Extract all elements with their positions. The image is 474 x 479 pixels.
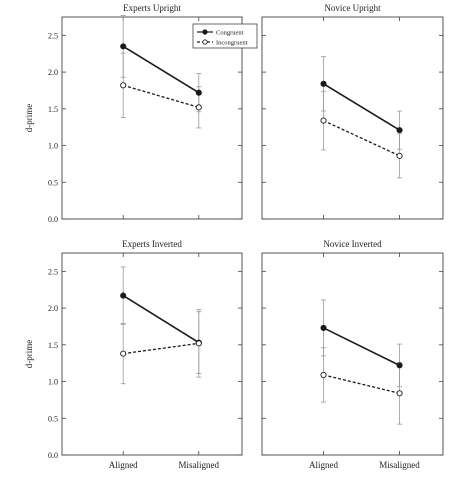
legend-marker [202, 39, 208, 45]
panel-2: Novice Upright [261, 3, 444, 220]
series-line-congruent [323, 327, 400, 367]
x-tick-label: Misaligned [179, 460, 220, 470]
panel-4: Novice Inverted Aligned Misaligned [261, 239, 444, 470]
data-point-congruent [396, 362, 403, 369]
y-tick-label: 1.0 [48, 142, 58, 151]
panel-1: Experts Upright 0.0 0.5 1.0 1.5 2.0 2.5 d-prime… [24, 3, 258, 224]
y-tick-label: 0.0 [48, 215, 58, 224]
y-tick-label: 2.5 [48, 31, 58, 40]
series-line-incongruent [323, 119, 400, 157]
data-point-incongruent [195, 104, 202, 111]
series-line-incongruent [123, 84, 199, 108]
y-tick-label: 2.0 [48, 68, 58, 77]
data-point-incongruent [195, 340, 202, 347]
y-tick-label: 0.5 [48, 414, 58, 423]
panel-title: Experts Upright [123, 3, 181, 13]
legend-label: Congruent [216, 30, 244, 37]
data-point-congruent [396, 127, 403, 134]
data-point-incongruent [396, 152, 403, 159]
y-tick-label: 0.5 [48, 178, 58, 187]
y-tick-label: 1.5 [48, 105, 58, 114]
data-point-congruent [120, 292, 127, 299]
y-axis-label: d-prime [24, 104, 34, 133]
y-tick-label: 0.0 [48, 451, 58, 460]
data-point-congruent [120, 43, 127, 50]
data-point-incongruent [320, 371, 327, 378]
series-line-congruent [323, 83, 400, 131]
panel-title: Experts Inverted [122, 239, 182, 249]
panel-frame [61, 16, 243, 220]
series-line-congruent [122, 45, 200, 94]
panel-frame [261, 252, 444, 456]
y-tick-label: 2.0 [48, 304, 58, 313]
legend: Congruent Incongruent [192, 23, 258, 49]
data-point-congruent [320, 324, 327, 331]
data-point-incongruent [120, 82, 127, 89]
panel-title: Novice Upright [324, 3, 381, 13]
y-tick-label: 1.5 [48, 341, 58, 350]
series-line-incongruent [123, 342, 199, 355]
legend-marker [202, 29, 208, 35]
panel-3: Experts Inverted 0.0 0.5 1.0 1.5 2.0 2.5 Aligne… [24, 239, 243, 470]
panel-title: Novice Inverted [323, 239, 382, 249]
y-tick-label: 2.5 [48, 267, 58, 276]
y-tick-label: 1.0 [48, 378, 58, 387]
x-tick-label: Misaligned [379, 460, 420, 470]
data-point-incongruent [396, 390, 403, 397]
data-point-incongruent [120, 350, 127, 357]
data-point-congruent [320, 80, 327, 87]
data-point-incongruent [320, 117, 327, 124]
panel-frame [261, 16, 444, 220]
panel-frame [61, 252, 243, 456]
series-line-congruent [122, 294, 200, 344]
y-axis-label: d-prime [24, 340, 34, 369]
x-tick-label: Aligned [109, 460, 138, 470]
series-line-incongruent [323, 374, 400, 394]
legend-label: Incongruent [216, 40, 248, 47]
data-point-congruent [195, 89, 202, 96]
x-tick-label: Aligned [309, 460, 338, 470]
